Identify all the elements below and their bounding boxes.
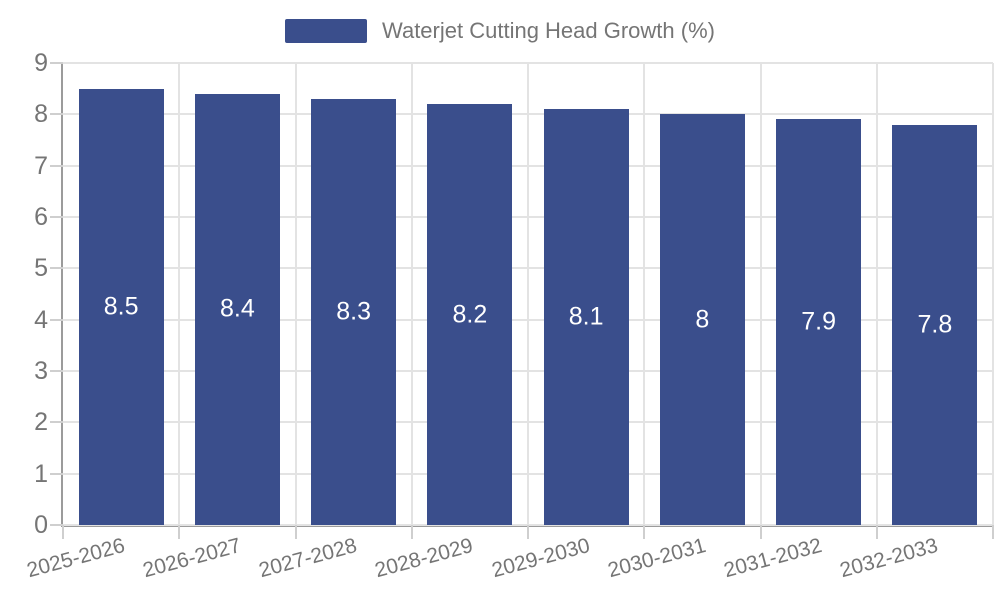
y-axis-tick-label: 5: [34, 254, 48, 283]
bar-value-label: 7.8: [917, 310, 953, 339]
bar-value-label: 7.9: [801, 307, 836, 336]
legend[interactable]: Waterjet Cutting Head Growth (%): [0, 16, 1000, 46]
y-axis-tick-mark: [50, 370, 63, 372]
y-axis-tick-label: 8: [34, 100, 48, 129]
x-axis-tick-mark: [759, 525, 762, 539]
y-axis-tick-mark: [50, 267, 63, 270]
y-axis-tick-mark: [50, 472, 63, 475]
bar-2032-2033[interactable]: 7.8: [892, 124, 978, 525]
x-axis-tick-mark: [527, 525, 529, 539]
x-axis-tick-mark: [992, 525, 994, 539]
y-axis-tick-mark: [50, 164, 63, 167]
gridline-vertical: [643, 63, 646, 525]
y-axis-tick-label: 9: [34, 49, 48, 77]
x-axis-tick-mark: [294, 525, 297, 539]
bar-2029-2030[interactable]: 8.1: [543, 109, 629, 525]
bar-2028-2029[interactable]: 8.2: [427, 104, 513, 525]
y-axis-tick-mark: [50, 524, 63, 526]
bar-value-label: 8.4: [219, 294, 255, 323]
gridline-vertical: [294, 63, 297, 525]
x-axis-tick-label: 2028-2029: [372, 534, 476, 583]
x-axis-tick-mark: [410, 525, 413, 539]
y-axis-tick-label: 2: [34, 408, 48, 437]
y-axis-tick-label: 1: [34, 459, 48, 488]
y-axis-tick-mark: [50, 421, 63, 424]
y-axis-tick-mark: [50, 113, 63, 116]
y-axis-tick-label: 0: [34, 511, 48, 539]
x-axis-tick-label: 2029-2030: [489, 534, 593, 583]
legend-label[interactable]: Waterjet Cutting Head Growth (%): [382, 18, 715, 43]
bar-value-label: 8: [695, 305, 710, 334]
gridline-vertical: [992, 63, 994, 525]
x-axis-tick-label: 2032-2033: [837, 534, 941, 583]
y-axis: 0 1 2 3 4 5 6 7 8 9: [0, 50, 48, 538]
y-axis-tick-mark: [50, 216, 63, 218]
x-axis-tick-mark: [178, 525, 181, 539]
y-axis-tick-label: 4: [34, 305, 48, 334]
bar-2027-2028[interactable]: 8.3: [311, 98, 397, 525]
gridline-vertical: [178, 63, 181, 525]
x-axis-tick-label: 2031-2032: [721, 534, 825, 583]
bar-2025-2026[interactable]: 8.5: [78, 88, 164, 525]
x-axis-tick-label: 2026-2027: [140, 534, 244, 583]
gridline-vertical: [410, 63, 413, 525]
x-axis-tick-mark: [62, 525, 64, 539]
gridline-vertical: [875, 63, 878, 525]
x-axis-tick-label: 2025-2026: [24, 534, 128, 583]
plot-area: 8.5 8.4 8.3 8.2 8.1 8 7.9 7.8: [61, 62, 994, 527]
y-axis-tick-label: 7: [34, 151, 48, 180]
bar-value-label: 8.5: [103, 292, 139, 321]
gridline-vertical: [527, 63, 529, 525]
y-axis-tick-label: 6: [34, 203, 48, 231]
y-axis-tick-mark: [50, 62, 63, 64]
y-axis-line: [61, 63, 63, 525]
x-axis-tick-mark: [875, 525, 878, 539]
bar-value-label: 8.1: [568, 302, 604, 331]
bar-2026-2027[interactable]: 8.4: [194, 93, 280, 525]
y-axis-tick-label: 3: [34, 357, 48, 385]
bar-value-label: 8.2: [452, 300, 488, 329]
bar-2030-2031[interactable]: 8: [659, 114, 745, 525]
bar-2031-2032[interactable]: 7.9: [776, 119, 862, 525]
x-axis-tick-label: 2030-2031: [605, 534, 709, 583]
x-axis-tick-mark: [643, 525, 646, 539]
gridline-vertical: [759, 63, 762, 525]
legend-swatch-icon[interactable]: [285, 19, 368, 43]
y-axis-tick-mark: [50, 318, 63, 321]
bar-value-label: 8.3: [336, 297, 371, 326]
x-axis-tick-label: 2027-2028: [256, 534, 360, 583]
